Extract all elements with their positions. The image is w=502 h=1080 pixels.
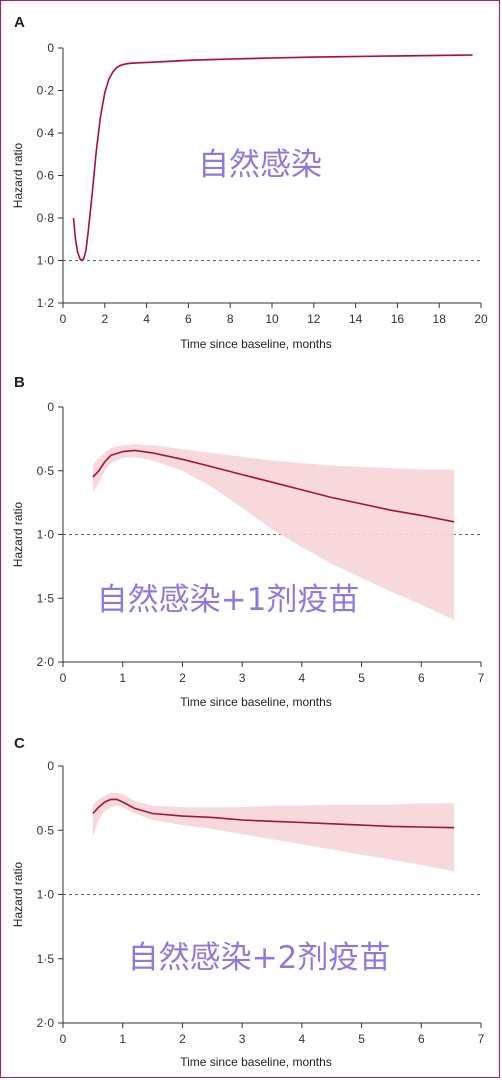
x-axis-title: Time since baseline, months [180, 1055, 332, 1069]
y-tick-label: 0·2 [37, 84, 55, 98]
panel-letter: B [14, 374, 25, 391]
y-tick-label: 0·5 [37, 464, 55, 478]
y-axis-title: Hazard ratio [11, 143, 25, 209]
x-tick-label: 10 [265, 312, 279, 326]
y-tick-label: 2·0 [37, 655, 55, 669]
y-tick-label: 0·6 [37, 169, 55, 183]
y-axis-title: Hazard ratio [11, 502, 25, 568]
x-tick-label: 7 [478, 671, 485, 685]
hazard-ratio-line [92, 798, 455, 829]
x-axis-title: Time since baseline, months [180, 337, 332, 351]
overlay-caption: 自然感染+2剂疫苗 [128, 940, 391, 976]
confidence-band [92, 793, 455, 872]
y-tick-label: 0·5 [37, 823, 55, 837]
overlay-caption: 自然感染 [198, 147, 322, 183]
x-axis-title: Time since baseline, months [180, 695, 332, 709]
hazard-ratio-line [72, 54, 473, 262]
y-tick-label: 1·0 [37, 888, 55, 902]
x-tick-label: 14 [349, 312, 363, 326]
y-tick-label: 1·5 [37, 591, 55, 605]
overlay-caption: 自然感染+1剂疫苗 [97, 582, 360, 618]
x-tick-label: 2 [179, 1032, 186, 1046]
x-tick-label: 4 [143, 312, 150, 326]
x-tick-label: 1 [119, 671, 126, 685]
x-tick-label: 20 [474, 312, 488, 326]
hazard-ratio-line [92, 449, 455, 523]
x-tick-label: 6 [418, 1032, 425, 1046]
x-tick-label: 2 [179, 671, 186, 685]
y-tick-label: 2·0 [37, 1016, 55, 1030]
x-tick-label: 7 [478, 1032, 485, 1046]
y-tick-label: 0 [47, 41, 54, 55]
x-tick-label: 2 [101, 312, 108, 326]
y-tick-label: 1·0 [37, 254, 55, 268]
y-tick-label: 0·8 [37, 211, 55, 225]
y-tick-label: 1·0 [37, 528, 55, 542]
x-tick-label: 4 [299, 1032, 306, 1046]
x-tick-label: 0 [60, 312, 67, 326]
panel-letter: A [14, 14, 25, 31]
y-axis-title: Hazard ratio [11, 862, 25, 928]
y-tick-label: 0 [47, 400, 54, 414]
x-tick-label: 5 [358, 671, 365, 685]
x-tick-label: 6 [185, 312, 192, 326]
x-tick-label: 6 [418, 671, 425, 685]
y-tick-label: 1·5 [37, 952, 55, 966]
confidence-band [92, 444, 455, 620]
x-tick-label: 3 [239, 1032, 246, 1046]
y-tick-label: 0·4 [37, 126, 55, 140]
x-tick-label: 12 [307, 312, 321, 326]
panel-letter: C [14, 735, 25, 752]
x-tick-label: 5 [358, 1032, 365, 1046]
x-tick-label: 16 [391, 312, 405, 326]
x-tick-label: 1 [119, 1032, 126, 1046]
y-tick-label: 0 [47, 759, 54, 773]
x-tick-label: 18 [433, 312, 447, 326]
x-tick-label: 3 [239, 671, 246, 685]
x-tick-label: 4 [299, 671, 306, 685]
x-tick-label: 0 [60, 671, 67, 685]
y-tick-label: 1·2 [37, 296, 55, 310]
x-tick-label: 8 [227, 312, 234, 326]
x-tick-label: 0 [60, 1032, 67, 1046]
